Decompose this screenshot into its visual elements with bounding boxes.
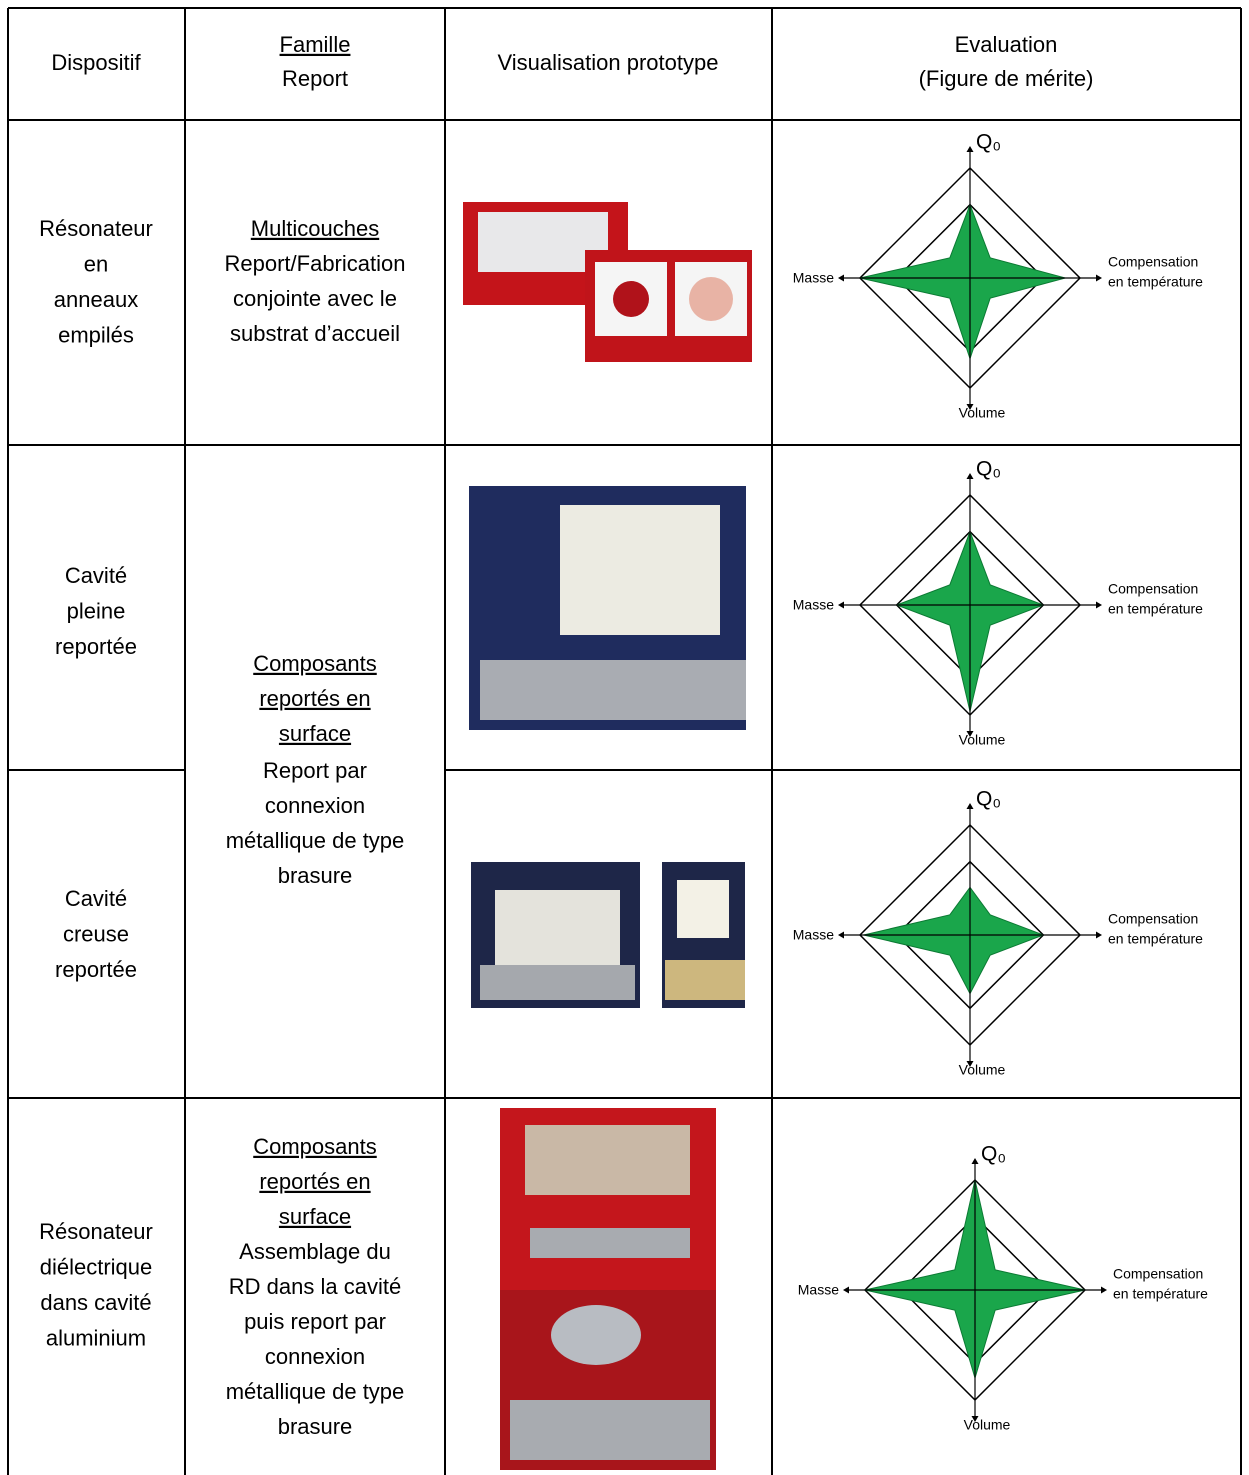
dispositif-text: reportée <box>55 634 137 659</box>
axis-label: Q₀ <box>976 131 1001 154</box>
photo-part <box>495 890 620 965</box>
famille-text: Report/Fabrication <box>225 251 406 276</box>
famille-text: Assemblage du <box>239 1239 391 1264</box>
dispositif-text: Résonateur <box>39 1219 153 1244</box>
radar-area <box>859 203 1068 361</box>
axis-label: Q₀ <box>981 1143 1006 1166</box>
axis-arrow <box>1096 274 1102 282</box>
axis-label: Masse <box>793 270 834 286</box>
axis-label: en température <box>1108 931 1203 947</box>
photo-part <box>480 660 746 720</box>
famille-text: brasure <box>278 863 353 888</box>
axis-label: Compensation <box>1113 1266 1203 1282</box>
axis-arrow <box>838 274 844 282</box>
axis-label: Compensation <box>1108 254 1198 270</box>
famille-text: métallique de type <box>226 1379 405 1404</box>
famille-text: RD dans la cavité <box>229 1274 401 1299</box>
axis-arrow <box>838 601 844 609</box>
axis-label: Masse <box>798 1282 839 1298</box>
photo-part <box>525 1125 690 1195</box>
axis-label: Masse <box>793 597 834 613</box>
famille-title: surface <box>279 721 351 746</box>
famille-title: reportés en <box>259 686 370 711</box>
axis-label: en température <box>1108 274 1203 290</box>
dispositif-text: empilés <box>58 322 134 347</box>
dispositif-text: diélectrique <box>40 1254 153 1279</box>
axis-label: Compensation <box>1108 581 1198 597</box>
axis-arrow <box>966 731 974 737</box>
famille-title: Multicouches <box>251 216 379 241</box>
header-cell: (Figure de mérite) <box>919 66 1094 91</box>
axis-arrow <box>966 404 974 410</box>
famille-text: connexion <box>265 793 365 818</box>
dispositif-text: reportée <box>55 957 137 982</box>
dispositif-text: dans cavité <box>40 1290 151 1315</box>
axis-label: Q₀ <box>976 788 1001 811</box>
photo-part <box>530 1228 690 1258</box>
photo-part <box>665 960 745 1000</box>
famille-title: Composants <box>253 1134 377 1159</box>
header-cell: Visualisation prototype <box>498 50 719 75</box>
famille-text: connexion <box>265 1344 365 1369</box>
dispositif-text: anneaux <box>54 287 138 312</box>
header-cell: Famille <box>280 32 351 57</box>
famille-title: surface <box>279 1204 351 1229</box>
table-lines <box>7 7 1242 1475</box>
axis-label: en température <box>1113 1286 1208 1302</box>
famille-text: métallique de type <box>226 828 405 853</box>
dispositif-text: creuse <box>63 921 129 946</box>
famille-text: substrat d’accueil <box>230 321 400 346</box>
dispositif-text: aluminium <box>46 1325 146 1350</box>
axis-label: Volume <box>959 405 1006 421</box>
axis-label: Compensation <box>1108 911 1198 927</box>
photo-part <box>677 880 729 938</box>
dispositif-text: pleine <box>67 598 126 623</box>
famille-text: conjointe avec le <box>233 286 397 311</box>
axis-label: en température <box>1108 601 1203 617</box>
famille-text: puis report par <box>244 1309 386 1334</box>
header-cell: Evaluation <box>955 32 1058 57</box>
axis-label: Volume <box>959 1062 1006 1078</box>
axis-label: Volume <box>959 732 1006 748</box>
dispositif-text: Cavité <box>65 563 127 588</box>
photos <box>463 202 752 1470</box>
axis-arrow <box>1096 931 1102 939</box>
axis-arrow <box>1096 601 1102 609</box>
axis-arrow <box>1101 1286 1107 1294</box>
photo-part <box>480 965 635 1000</box>
famille-title: Composants <box>253 651 377 676</box>
dispositif-text: Résonateur <box>39 216 153 241</box>
famille-text: brasure <box>278 1414 353 1439</box>
axis-label: Masse <box>793 927 834 943</box>
axis-arrow <box>971 1158 979 1164</box>
axis-arrow <box>966 146 974 152</box>
axis-arrow <box>966 1061 974 1067</box>
axis-arrow <box>966 473 974 479</box>
photo-part <box>551 1305 641 1365</box>
dispositif-text: en <box>84 251 108 276</box>
axis-label: Q₀ <box>976 458 1001 481</box>
axis-label: Volume <box>964 1417 1011 1433</box>
photo-part <box>689 277 733 321</box>
famille-text: Report par <box>263 758 367 783</box>
photo-part <box>510 1400 710 1460</box>
radar-area <box>863 886 1045 995</box>
dispositif-text: Cavité <box>65 886 127 911</box>
header-cell: Report <box>282 66 348 91</box>
photo-part <box>560 505 720 635</box>
axis-arrow <box>971 1416 979 1422</box>
photo-part <box>613 281 649 317</box>
axis-arrow <box>838 931 844 939</box>
famille-title: reportés en <box>259 1169 370 1194</box>
axis-arrow <box>966 803 974 809</box>
header-cell: Dispositif <box>51 50 141 75</box>
axis-arrow <box>843 1286 849 1294</box>
